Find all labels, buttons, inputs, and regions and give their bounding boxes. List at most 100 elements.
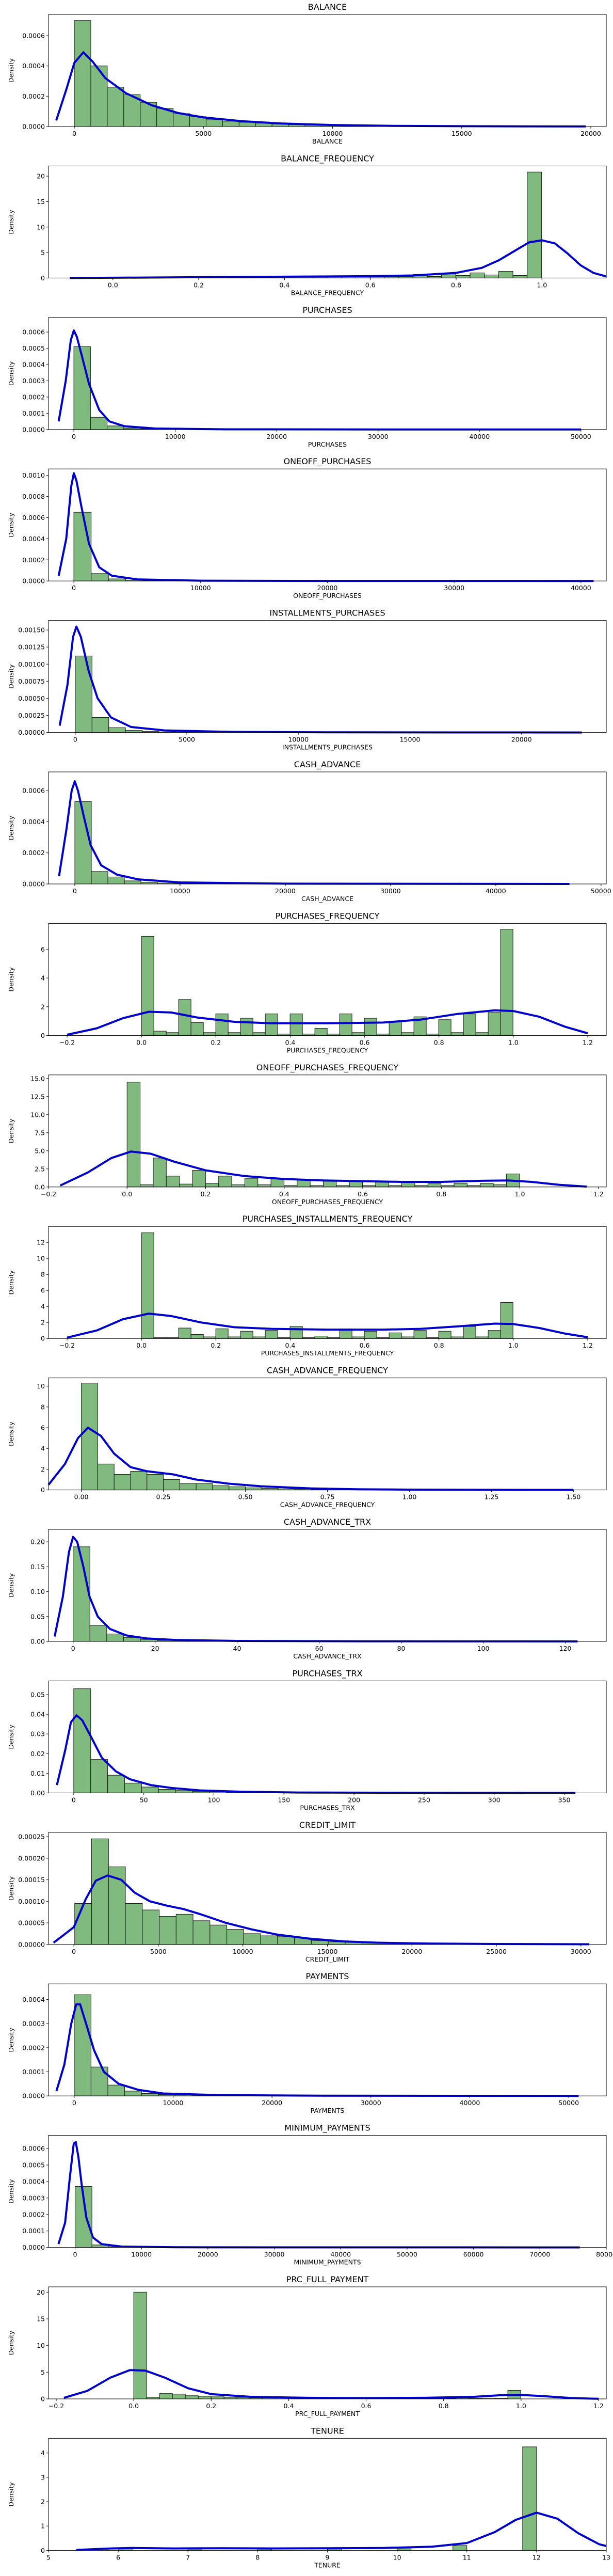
installments-purchases-axes-frame xyxy=(48,620,607,733)
cash-advance-trx-bar xyxy=(89,1625,107,1642)
oneoff-purchases-y-tick-label: 0.0004 xyxy=(22,535,45,543)
oneoff-purchases-axes-frame xyxy=(48,468,607,581)
minimum-payments-x-tick-label: 0 xyxy=(73,2251,77,2258)
oneoff-purchases-frequency-bar xyxy=(257,1184,271,1188)
purchases-trx-x-tick-label: 150 xyxy=(278,1796,290,1804)
oneoff-purchases-bar xyxy=(73,512,92,581)
installments-purchases-x-tick-label: 20000 xyxy=(511,736,532,744)
balance-frequency-bar xyxy=(527,171,542,278)
tenure-title: TENURE xyxy=(310,2426,344,2436)
cash-advance-y-axis-label: Density xyxy=(7,815,15,840)
credit-limit-bar xyxy=(311,1940,329,1945)
oneoff-purchases-frequency-bar xyxy=(166,1176,180,1188)
oneoff-purchases-frequency-bar xyxy=(140,1184,154,1188)
tenure-x-tick-label: 10 xyxy=(393,2553,401,2561)
cash-advance-frequency-x-axis-label: CASH_ADVANCE_FREQUENCY xyxy=(280,1501,375,1509)
payments-title: PAYMENTS xyxy=(306,1971,349,1981)
purchases-frequency-x-tick-label: 1.0 xyxy=(508,1038,519,1046)
payments-x-tick-label: 50000 xyxy=(558,2099,579,2107)
purchases-installments-frequency-x-tick-label: 1.0 xyxy=(508,1341,519,1349)
credit-limit-bar xyxy=(125,1903,143,1945)
balance-frequency-bar xyxy=(484,274,499,278)
oneoff-purchases-frequency-bar xyxy=(231,1184,245,1188)
prc-full-payment-bar xyxy=(159,2393,173,2399)
oneoff-purchases-bar xyxy=(108,578,126,581)
purchases-frequency-bar xyxy=(252,1032,266,1036)
minimum-payments-x-tick-label: 20000 xyxy=(198,2251,218,2258)
prc-full-payment-bar xyxy=(185,2395,199,2399)
payments-x-tick-label: 30000 xyxy=(361,2099,381,2107)
purchases-installments-frequency-y-tick-label: 0 xyxy=(41,1335,45,1342)
cash-advance-trx-y-tick-label: 0.05 xyxy=(30,1613,45,1620)
cash-advance-x-tick-label: 20000 xyxy=(275,887,296,895)
balance-bar xyxy=(205,119,223,127)
oneoff-purchases-frequency-kde-line xyxy=(59,1150,587,1188)
tenure-x-tick-label: 11 xyxy=(463,2553,471,2561)
oneoff-purchases-x-tick-label: 30000 xyxy=(444,584,464,592)
oneoff-purchases-frequency-x-tick-label: 0.2 xyxy=(201,1190,211,1198)
purchases-frequency-bar xyxy=(228,1032,241,1036)
balance-kde-line xyxy=(55,51,586,128)
purchases-y-tick-label: 0.0000 xyxy=(22,425,45,433)
installments-purchases-title: INSTALLMENTS_PURCHASES xyxy=(269,608,385,619)
tenure-kde-line xyxy=(76,2511,607,2551)
purchases-installments-frequency-bar xyxy=(413,1330,427,1339)
prc-full-payment-bar xyxy=(133,2291,147,2399)
cash-advance-x-tick-label: 10000 xyxy=(170,887,190,895)
credit-limit-x-tick-label: 25000 xyxy=(486,1948,507,1955)
balance-frequency-bar xyxy=(498,271,513,278)
balance-frequency-y-axis-label: Density xyxy=(7,210,15,234)
prc-full-payment-title: PRC_FULL_PAYMENT xyxy=(286,2274,369,2285)
credit-limit-bar xyxy=(74,1903,92,1945)
tenure-x-tick-label: 5 xyxy=(46,2553,51,2561)
purchases-x-tick-label: 50000 xyxy=(571,433,591,440)
balance-y-tick-label: 0.0006 xyxy=(22,32,45,40)
installments-purchases-x-tick-label: 0 xyxy=(73,736,77,744)
purchases-frequency-bar xyxy=(265,1014,278,1036)
cash-advance-frequency-y-tick-label: 0 xyxy=(41,1486,45,1494)
credit-limit-y-tick-label: 0.00025 xyxy=(18,1833,45,1841)
cash-advance-frequency-y-tick-label: 4 xyxy=(41,1445,45,1452)
oneoff-purchases-y-tick-label: 0.0002 xyxy=(22,556,45,564)
purchases-trx-title: PURCHASES_TRX xyxy=(292,1668,362,1679)
cash-advance-x-tick-label: 50000 xyxy=(591,887,611,895)
minimum-payments-x-tick-label: 40000 xyxy=(330,2251,351,2258)
tenure-y-tick-label: 2 xyxy=(41,2498,45,2506)
purchases-frequency-bar xyxy=(203,1032,216,1036)
purchases-installments-frequency-y-tick-label: 4 xyxy=(41,1303,45,1310)
purchases-frequency-bar xyxy=(500,929,513,1036)
credit-limit-bar xyxy=(260,1935,278,1945)
cash-advance-frequency-x-tick-label: 0.00 xyxy=(74,1493,89,1501)
purchases-frequency-bar xyxy=(488,1012,501,1036)
minimum-payments-y-tick-label: 0.0003 xyxy=(22,2194,45,2202)
tenure-y-tick-label: 1 xyxy=(41,2522,45,2530)
prc-full-payment-x-tick-label: 0.2 xyxy=(206,2402,216,2410)
balance-x-tick-label: 10000 xyxy=(322,130,343,137)
purchases-frequency-bar xyxy=(215,1014,229,1036)
balance-bar xyxy=(222,121,239,127)
payments-bar xyxy=(141,2093,159,2096)
minimum-payments-x-tick-label: 60000 xyxy=(463,2251,484,2258)
purchases-frequency-bar xyxy=(475,1032,489,1036)
cash-advance-frequency-bar xyxy=(97,1463,115,1491)
minimum-payments-kde-line xyxy=(57,2141,580,2249)
cash-advance-bar xyxy=(124,880,141,884)
credit-limit-y-tick-label: 0.00010 xyxy=(18,1898,45,1905)
oneoff-purchases-frequency-x-tick-label: 1.0 xyxy=(515,1190,525,1198)
prc-full-payment-x-tick-label: 0.6 xyxy=(361,2402,372,2410)
purchases-installments-frequency-bar xyxy=(190,1334,204,1339)
cash-advance-trx-x-tick-label: 60 xyxy=(315,1645,324,1652)
oneoff-purchases-frequency-y-tick-label: 0.0 xyxy=(35,1183,45,1191)
minimum-payments-x-tick-label: 70000 xyxy=(529,2251,550,2258)
oneoff-purchases-frequency-x-axis-label: ONEOFF_PURCHASES_FREQUENCY xyxy=(272,1198,383,1206)
cash-advance-x-tick-label: 40000 xyxy=(486,887,506,895)
prc-full-payment-x-axis-label: PRC_FULL_PAYMENT xyxy=(295,2410,360,2417)
prc-full-payment-y-tick-label: 5 xyxy=(41,2368,45,2376)
payments-bar xyxy=(90,2066,108,2096)
cash-advance-trx-title: CASH_ADVANCE_TRX xyxy=(284,1517,371,1527)
installments-purchases-y-tick-label: 0.00050 xyxy=(18,694,45,702)
prc-full-payment-y-axis-label: Density xyxy=(7,2330,15,2355)
purchases-installments-frequency-bar xyxy=(463,1326,476,1339)
payments-x-tick-label: 10000 xyxy=(163,2099,184,2107)
